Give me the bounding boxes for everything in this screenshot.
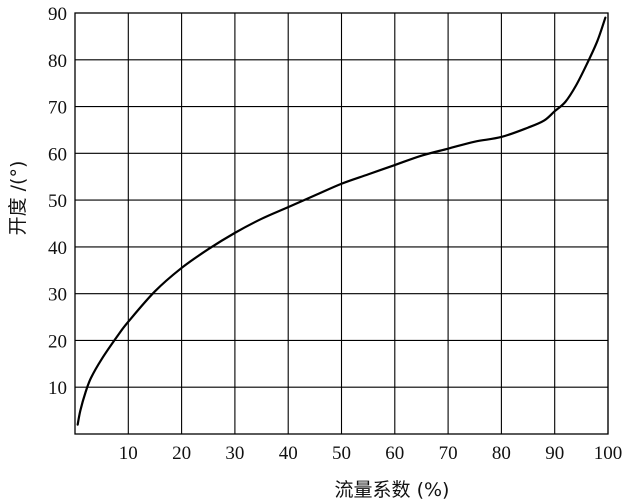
y-tick-label: 50: [48, 191, 67, 212]
x-tick-label: 90: [545, 443, 564, 464]
x-tick-label: 50: [332, 443, 351, 464]
series-layer: [76, 16, 607, 426]
y-tick-label: 20: [48, 331, 67, 352]
x-tick-label: 70: [439, 443, 458, 464]
y-tick-label: 40: [48, 238, 67, 259]
x-tick-label: 60: [385, 443, 404, 464]
tick-labels: 10 20 30 40 50 60 70 80 90 100 10 20 30 40 50 60 70 80 90: [48, 4, 622, 464]
x-axis-label: 流量系数 (%): [335, 479, 450, 501]
y-tick-label: 10: [48, 378, 67, 399]
x-tick-label: 40: [279, 443, 298, 464]
x-tick-label: 80: [492, 443, 511, 464]
y-tick-label: 80: [48, 51, 67, 72]
y-tick-label: 90: [48, 4, 67, 25]
series-line: [76, 16, 607, 426]
x-tick-label: 10: [119, 443, 138, 464]
grid: [74, 12, 609, 435]
x-tick-label: 20: [172, 443, 191, 464]
x-tick-label: 100: [594, 443, 623, 464]
y-axis-label: 开度 /(°): [7, 161, 29, 236]
y-tick-label: 60: [48, 144, 67, 165]
x-tick-label: 30: [225, 443, 244, 464]
y-tick-label: 70: [48, 98, 67, 119]
y-tick-label: 30: [48, 285, 67, 306]
